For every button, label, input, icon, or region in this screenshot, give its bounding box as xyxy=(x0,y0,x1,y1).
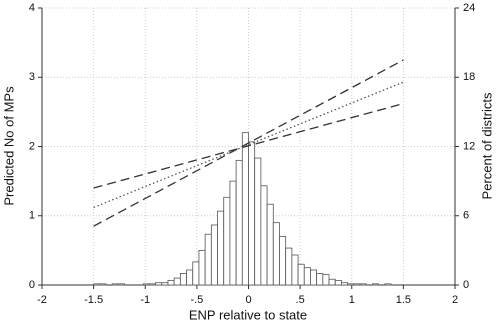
histogram-bar xyxy=(272,222,280,286)
x-tick-label: -2 xyxy=(37,294,47,306)
x-tick-label: 2 xyxy=(452,294,458,306)
histogram-bar xyxy=(371,283,379,286)
histogram-bar xyxy=(198,249,206,286)
histogram-bar xyxy=(248,141,256,286)
histogram-bar xyxy=(111,283,119,286)
histogram-bar xyxy=(328,278,336,286)
histogram-bar xyxy=(316,273,324,286)
y2-axis-title: Percent of districts xyxy=(479,92,494,199)
histogram-bar xyxy=(204,233,212,286)
x-tick-label: -.5 xyxy=(190,294,203,306)
x-tick-label: -1 xyxy=(140,294,150,306)
histogram-bar xyxy=(217,210,225,286)
x-tick-label: 1.5 xyxy=(396,294,411,306)
x-tick-label: .5 xyxy=(296,294,305,306)
y2-tick-label: 24 xyxy=(463,2,475,14)
histogram-bar xyxy=(384,283,392,286)
histogram-bar xyxy=(285,247,293,286)
histogram-bar xyxy=(186,269,194,286)
histogram-bar xyxy=(192,261,200,286)
y-tick-label: 3 xyxy=(29,71,35,83)
histogram-bar xyxy=(167,279,175,286)
histogram-bar xyxy=(341,282,349,286)
y-tick-label: 4 xyxy=(29,2,35,14)
prediction-line xyxy=(93,59,404,227)
histogram-bar xyxy=(235,159,243,286)
histogram-bar xyxy=(266,203,274,286)
histogram-bar xyxy=(210,224,218,286)
histogram-bar xyxy=(173,277,181,286)
histogram-bar xyxy=(297,263,305,286)
histogram-bar xyxy=(260,185,268,286)
x-tick-label: -1.5 xyxy=(84,294,103,306)
histogram-bar xyxy=(353,283,361,286)
y2-tick-label: 0 xyxy=(463,279,469,291)
histogram-bar xyxy=(161,282,169,286)
histogram-bar xyxy=(155,282,163,286)
histogram-bar xyxy=(142,283,150,286)
y-axis-title: Predicted No of MPs xyxy=(1,86,16,206)
histogram-bar xyxy=(99,283,107,286)
prediction-line xyxy=(93,102,404,189)
y2-tick-label: 18 xyxy=(463,71,475,83)
histogram-bar xyxy=(254,157,262,286)
histogram-bar xyxy=(291,254,299,286)
histogram-bar xyxy=(359,283,367,286)
histogram-bar xyxy=(279,236,287,286)
histogram-bar xyxy=(334,279,342,286)
y-tick-label: 0 xyxy=(29,279,35,291)
histogram-bar xyxy=(148,283,156,286)
histogram-bar xyxy=(347,283,355,286)
y-tick-label: 1 xyxy=(29,210,35,222)
y2-tick-label: 12 xyxy=(463,140,475,152)
histogram-bar xyxy=(310,269,318,286)
x-tick-label: 0 xyxy=(245,294,251,306)
x-axis-title: ENP relative to state xyxy=(189,307,307,322)
x-tick-label: 1 xyxy=(349,294,355,306)
histogram-bar xyxy=(229,180,237,286)
histogram-bar xyxy=(93,283,101,286)
histogram-bar xyxy=(118,283,125,286)
histogram-bar xyxy=(303,267,311,286)
histogram-bar xyxy=(223,196,231,286)
histogram-bar xyxy=(179,273,187,286)
y-tick-label: 2 xyxy=(29,140,35,152)
histogram-bar xyxy=(322,274,330,286)
histogram-bar xyxy=(241,132,249,286)
y2-tick-label: 6 xyxy=(463,210,469,222)
